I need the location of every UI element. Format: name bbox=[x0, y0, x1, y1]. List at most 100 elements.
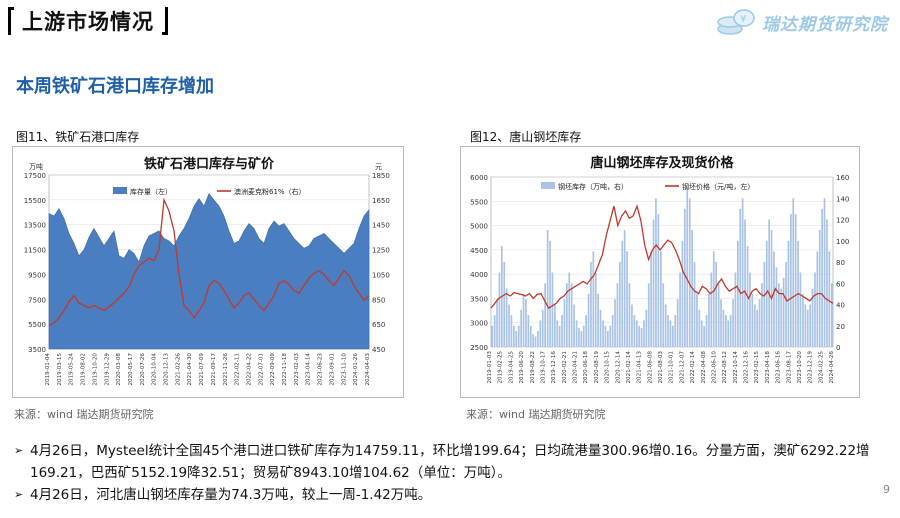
right-tick-label: 160 bbox=[836, 174, 849, 182]
bar-billet-inventory bbox=[799, 272, 802, 347]
bar-billet-inventory bbox=[787, 240, 790, 348]
bar-billet-inventory bbox=[611, 315, 614, 347]
x-tick-label: 2021-12-07 bbox=[679, 351, 685, 384]
bar-billet-inventory bbox=[614, 299, 616, 347]
left-tick-label: 5000 bbox=[470, 223, 488, 231]
right-tick-label: 0 bbox=[836, 344, 840, 352]
bar-billet-inventory bbox=[732, 299, 734, 347]
bar-billet-inventory bbox=[831, 283, 833, 348]
page-title: 上游市场情况 bbox=[22, 10, 154, 34]
bar-billet-inventory bbox=[556, 320, 559, 347]
bar-billet-inventory bbox=[522, 293, 525, 347]
bar-billet-inventory bbox=[650, 251, 652, 347]
bar-billet-inventory bbox=[544, 283, 546, 348]
bar-billet-inventory bbox=[756, 309, 758, 347]
bar-billet-inventory bbox=[546, 230, 549, 347]
legend-swatch bbox=[541, 182, 555, 189]
x-tick-label: 2023-09-01 bbox=[329, 353, 335, 386]
bar-billet-inventory bbox=[758, 299, 761, 347]
bar-billet-inventory bbox=[821, 208, 823, 347]
bar-billet-inventory bbox=[525, 299, 527, 347]
x-tick-label: 2019-12-29 bbox=[104, 353, 110, 386]
x-tick-label: 2020-10-15 bbox=[605, 351, 611, 384]
bar-billet-inventory bbox=[693, 262, 696, 347]
x-tick-label: 2020-04-21 bbox=[573, 351, 579, 384]
x-tick-label: 2020-06-18 bbox=[583, 351, 589, 384]
bar-billet-inventory bbox=[753, 304, 756, 347]
figure-source: 来源：wind 瑞达期货研究院 bbox=[14, 408, 154, 421]
bar-billet-inventory bbox=[698, 309, 701, 347]
bar-billet-inventory bbox=[498, 272, 501, 347]
bar-billet-inventory bbox=[534, 336, 537, 347]
right-tick-label: 80 bbox=[836, 259, 845, 267]
bar-billet-inventory bbox=[729, 315, 732, 347]
right-tick-label: 120 bbox=[836, 217, 849, 225]
bar-billet-inventory bbox=[664, 304, 667, 347]
bar-billet-inventory bbox=[505, 288, 508, 347]
series-line-price bbox=[490, 204, 834, 310]
svg-text:¥: ¥ bbox=[740, 14, 746, 25]
bar-billet-inventory bbox=[575, 320, 578, 347]
logo-text: 瑞达期货研究院 bbox=[762, 14, 888, 35]
bullet-item: ➢ 4月26日，河北唐山钢坯库存量为74.3万吨，较上一周-1.42万吨。 bbox=[14, 484, 894, 506]
x-tick-label: 2023-06-16 bbox=[776, 351, 782, 384]
company-logo: ¥ 瑞达期货研究院 bbox=[716, 6, 888, 38]
x-tick-label: 2021-04-30 bbox=[187, 353, 193, 386]
x-tick-label: 2020-03-08 bbox=[116, 353, 122, 386]
bar-billet-inventory bbox=[660, 251, 662, 347]
x-tick-label: 2022-09-09 bbox=[270, 353, 276, 386]
right-axis-unit: 元 bbox=[375, 163, 382, 171]
bar-billet-inventory bbox=[621, 240, 624, 348]
bar-billet-inventory bbox=[826, 219, 828, 347]
bar-billet-inventory bbox=[794, 214, 797, 347]
bar-billet-inventory bbox=[645, 309, 648, 347]
bar-billet-inventory bbox=[708, 293, 710, 347]
x-tick-label: 2019-10-20 bbox=[92, 353, 98, 386]
right-tick-label: 100 bbox=[836, 238, 849, 246]
legend-label: 钢坯库存（万吨，右） bbox=[558, 182, 628, 191]
bar-billet-inventory bbox=[647, 283, 650, 348]
chart-title: 唐山钢坯库存及现货价格 bbox=[590, 155, 734, 171]
left-tick-label: 5500 bbox=[470, 198, 488, 206]
bar-billet-inventory bbox=[679, 272, 681, 347]
x-tick-label: 2019-10-17 bbox=[540, 351, 546, 384]
x-tick-label: 2019-01-03 bbox=[487, 351, 493, 384]
x-tick-label: 2023-04-18 bbox=[765, 351, 771, 384]
bar-billet-inventory bbox=[761, 283, 763, 348]
bar-billet-inventory bbox=[609, 325, 612, 348]
bar-billet-inventory bbox=[585, 315, 587, 347]
bar-billet-inventory bbox=[792, 198, 795, 348]
bar-billet-inventory bbox=[768, 219, 770, 347]
left-tick-label: 4500 bbox=[470, 247, 488, 255]
series-area-inventory bbox=[48, 193, 370, 350]
bar-billet-inventory bbox=[599, 309, 602, 347]
left-tick-label: 15500 bbox=[24, 197, 46, 205]
bar-billet-inventory bbox=[529, 325, 532, 348]
bar-billet-inventory bbox=[554, 304, 556, 347]
bar-billet-inventory bbox=[818, 230, 821, 347]
bar-billet-inventory bbox=[676, 299, 679, 347]
left-tick-label: 13500 bbox=[24, 222, 46, 230]
x-tick-label: 2023-08-17 bbox=[786, 351, 792, 384]
x-tick-label: 2020-08-19 bbox=[594, 351, 600, 384]
x-tick-label: 2021-06-08 bbox=[647, 351, 653, 384]
bar-billet-inventory bbox=[513, 325, 515, 348]
bullet-text: 4月26日，河北唐山钢坯库存量为74.3万吨，较上一周-1.42万吨。 bbox=[30, 487, 432, 503]
legend-label: 钢坯价格（元/吨，左） bbox=[682, 182, 754, 191]
bar-billet-inventory bbox=[717, 283, 720, 348]
x-tick-label: 2024-01-26 bbox=[353, 353, 359, 386]
bar-billet-inventory bbox=[633, 315, 636, 347]
bar-billet-inventory bbox=[790, 214, 792, 347]
x-tick-label: 2022-06-10 bbox=[711, 351, 717, 384]
bar-billet-inventory bbox=[590, 262, 592, 347]
x-tick-label: 2019-06-20 bbox=[519, 351, 525, 384]
bar-billet-inventory bbox=[628, 283, 631, 348]
legend-label: 库存量（左） bbox=[130, 187, 172, 196]
x-tick-label: 2021-02-14 bbox=[626, 351, 632, 384]
bar-billet-inventory bbox=[669, 320, 672, 347]
chart-frame: 2500 3000 3500 4000 4500 5000 5500 6000 0 20 40 60 8… bbox=[460, 146, 860, 398]
bar-billet-inventory bbox=[594, 272, 597, 347]
right-tick-label: 650 bbox=[372, 321, 385, 329]
bar-billet-inventory bbox=[739, 208, 742, 347]
left-axis-unit: 万吨 bbox=[29, 162, 43, 171]
